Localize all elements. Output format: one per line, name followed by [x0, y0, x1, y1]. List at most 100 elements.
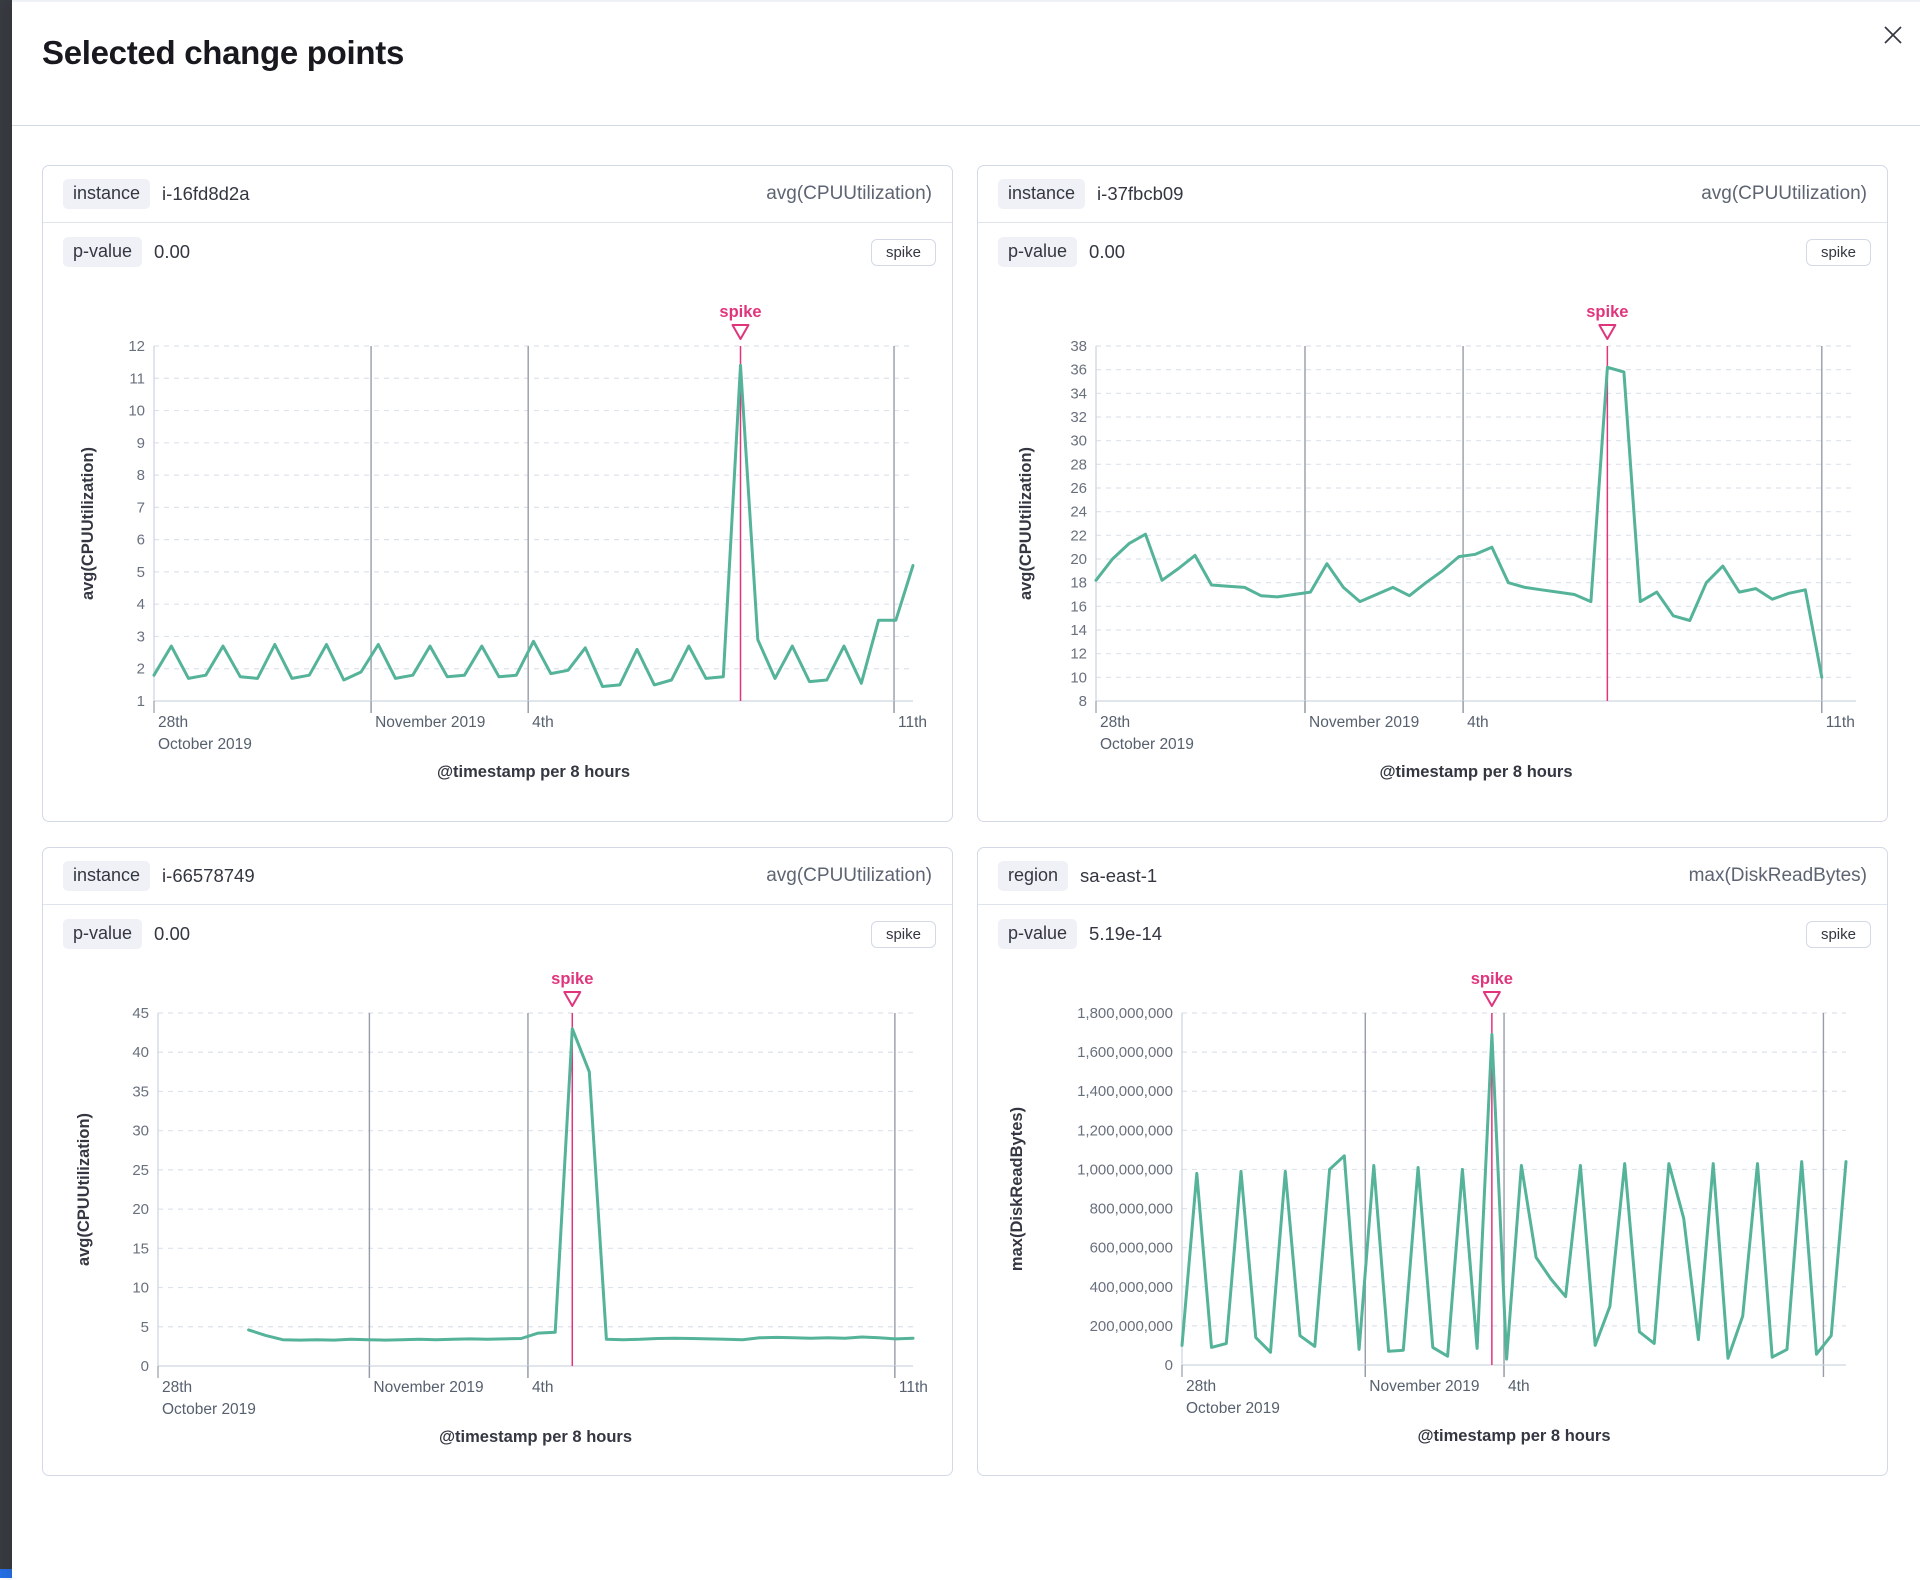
change-point-chart[interactable]: 45 40 35 30 25 20 15 10 5 0 28th October 2019 Novemb…: [43, 963, 953, 1475]
change-point-chart[interactable]: 38 36 34 32 30 28 26 24 22 20 18 16 14 12 10 8 28th Octob…: [978, 281, 1888, 821]
p-value: 5.19e-14: [1089, 922, 1163, 944]
svg-text:14: 14: [1070, 622, 1087, 639]
card-subheader: p-value 0.00 spike: [43, 223, 952, 281]
svg-text:28th: 28th: [158, 714, 188, 731]
svg-text:11th: 11th: [1826, 714, 1855, 731]
svg-text:8: 8: [1079, 693, 1087, 710]
card-header: instance i-16fd8d2a avg(CPUUtilization): [43, 166, 952, 223]
field-value: sa-east-1: [1080, 864, 1158, 886]
field-value: i-37fbcb09: [1097, 182, 1184, 204]
flyout-header: Selected change points: [12, 2, 1920, 126]
p-value-badge: p-value: [998, 919, 1078, 949]
card-header: region sa-east-1 max(DiskReadBytes): [978, 848, 1887, 905]
field-value: i-66578749: [162, 864, 255, 886]
change-point-card: instance i-66578749 avg(CPUUtilization) …: [42, 847, 953, 1476]
svg-text:5: 5: [137, 564, 145, 581]
card-header: instance i-37fbcb09 avg(CPUUtilization): [978, 166, 1887, 223]
svg-text:spike: spike: [1471, 970, 1513, 988]
svg-text:4: 4: [137, 596, 145, 613]
change-type-button[interactable]: spike: [870, 238, 936, 266]
metric-label: avg(CPUUtilization): [766, 183, 932, 204]
change-type-button[interactable]: spike: [1805, 238, 1871, 266]
svg-text:200,000,000: 200,000,000: [1090, 1318, 1173, 1335]
svg-text:@timestamp per 8 hours: @timestamp per 8 hours: [437, 763, 630, 781]
svg-text:12: 12: [128, 338, 145, 355]
svg-text:max(DiskReadBytes): max(DiskReadBytes): [1008, 1107, 1026, 1271]
svg-text:@timestamp per 8 hours: @timestamp per 8 hours: [1417, 1427, 1610, 1445]
change-point-chart[interactable]: 12 11 10 9 8 7 6 5 4 3 2 1 28th October 2019 November …: [43, 281, 953, 821]
svg-text:1,000,000,000: 1,000,000,000: [1077, 1161, 1173, 1178]
p-value-badge: p-value: [63, 919, 143, 949]
svg-text:11: 11: [129, 370, 145, 387]
svg-text:4th: 4th: [1508, 1378, 1530, 1395]
svg-text:4th: 4th: [532, 1379, 554, 1396]
svg-text:28: 28: [1070, 456, 1087, 473]
change-point-chart[interactable]: 1,800,000,000 1,600,000,000 1,400,000,000 1…: [978, 963, 1888, 1475]
svg-text:4th: 4th: [532, 714, 554, 731]
page-title: Selected change points: [42, 34, 404, 71]
field-badge: region: [998, 861, 1069, 891]
svg-text:3: 3: [137, 628, 145, 645]
svg-text:16: 16: [1070, 598, 1087, 615]
svg-text:600,000,000: 600,000,000: [1090, 1240, 1173, 1257]
svg-text:28th: 28th: [162, 1379, 192, 1396]
metric-label: avg(CPUUtilization): [766, 865, 932, 886]
svg-text:24: 24: [1070, 504, 1087, 521]
svg-text:34: 34: [1070, 385, 1087, 402]
svg-text:26: 26: [1070, 480, 1087, 497]
svg-text:avg(CPUUtilization): avg(CPUUtilization): [1017, 447, 1035, 600]
svg-text:1: 1: [137, 693, 145, 710]
svg-text:28th: 28th: [1100, 714, 1130, 731]
svg-text:November 2019: November 2019: [1309, 714, 1419, 731]
change-points-flyout: Selected change points instance i-16fd8d…: [12, 0, 1920, 1580]
close-button[interactable]: [1880, 22, 1906, 48]
svg-text:28th: 28th: [1186, 1378, 1216, 1395]
svg-text:20: 20: [1070, 551, 1087, 568]
svg-text:1,200,000,000: 1,200,000,000: [1077, 1122, 1173, 1139]
field-badge: instance: [63, 861, 151, 891]
svg-text:spike: spike: [551, 970, 593, 988]
svg-text:30: 30: [1070, 433, 1087, 450]
svg-text:5: 5: [141, 1319, 149, 1336]
p-value-badge: p-value: [998, 237, 1078, 267]
p-value: 0.00: [154, 240, 191, 262]
svg-text:36: 36: [1070, 362, 1087, 379]
svg-text:October 2019: October 2019: [1100, 736, 1194, 753]
svg-text:20: 20: [132, 1201, 149, 1218]
svg-text:November 2019: November 2019: [373, 1379, 483, 1396]
change-type-button[interactable]: spike: [870, 920, 936, 948]
svg-text:30: 30: [132, 1123, 149, 1140]
p-value: 0.00: [154, 922, 191, 944]
card-header: instance i-66578749 avg(CPUUtilization): [43, 848, 952, 905]
svg-text:@timestamp per 8 hours: @timestamp per 8 hours: [1379, 763, 1572, 781]
svg-text:October 2019: October 2019: [158, 736, 252, 753]
field-badge: instance: [63, 179, 151, 209]
svg-text:8: 8: [137, 467, 145, 484]
svg-text:400,000,000: 400,000,000: [1090, 1279, 1173, 1296]
svg-text:@timestamp per 8 hours: @timestamp per 8 hours: [439, 1428, 632, 1446]
metric-label: max(DiskReadBytes): [1688, 865, 1867, 886]
svg-text:spike: spike: [719, 303, 761, 321]
svg-text:October 2019: October 2019: [162, 1401, 256, 1418]
close-icon: [1884, 26, 1902, 44]
svg-text:November 2019: November 2019: [1369, 1378, 1479, 1395]
card-subheader: p-value 0.00 spike: [43, 905, 952, 963]
card-subheader: p-value 5.19e-14 spike: [978, 905, 1887, 963]
svg-text:9: 9: [137, 435, 145, 452]
change-type-button[interactable]: spike: [1805, 920, 1871, 948]
svg-text:avg(CPUUtilization): avg(CPUUtilization): [79, 447, 97, 600]
svg-text:35: 35: [132, 1083, 149, 1100]
p-value-badge: p-value: [63, 237, 143, 267]
svg-text:11th: 11th: [899, 1379, 928, 1396]
svg-text:15: 15: [132, 1240, 149, 1257]
svg-text:October 2019: October 2019: [1186, 1400, 1280, 1417]
field-value: i-16fd8d2a: [162, 182, 250, 204]
svg-text:1,400,000,000: 1,400,000,000: [1077, 1083, 1173, 1100]
svg-text:22: 22: [1070, 527, 1087, 544]
svg-text:spike: spike: [1586, 303, 1628, 321]
svg-text:45: 45: [132, 1005, 149, 1022]
svg-text:0: 0: [1165, 1357, 1173, 1374]
svg-text:32: 32: [1070, 409, 1087, 426]
svg-text:0: 0: [141, 1358, 149, 1375]
change-points-grid: instance i-16fd8d2a avg(CPUUtilization) …: [42, 165, 1888, 1476]
